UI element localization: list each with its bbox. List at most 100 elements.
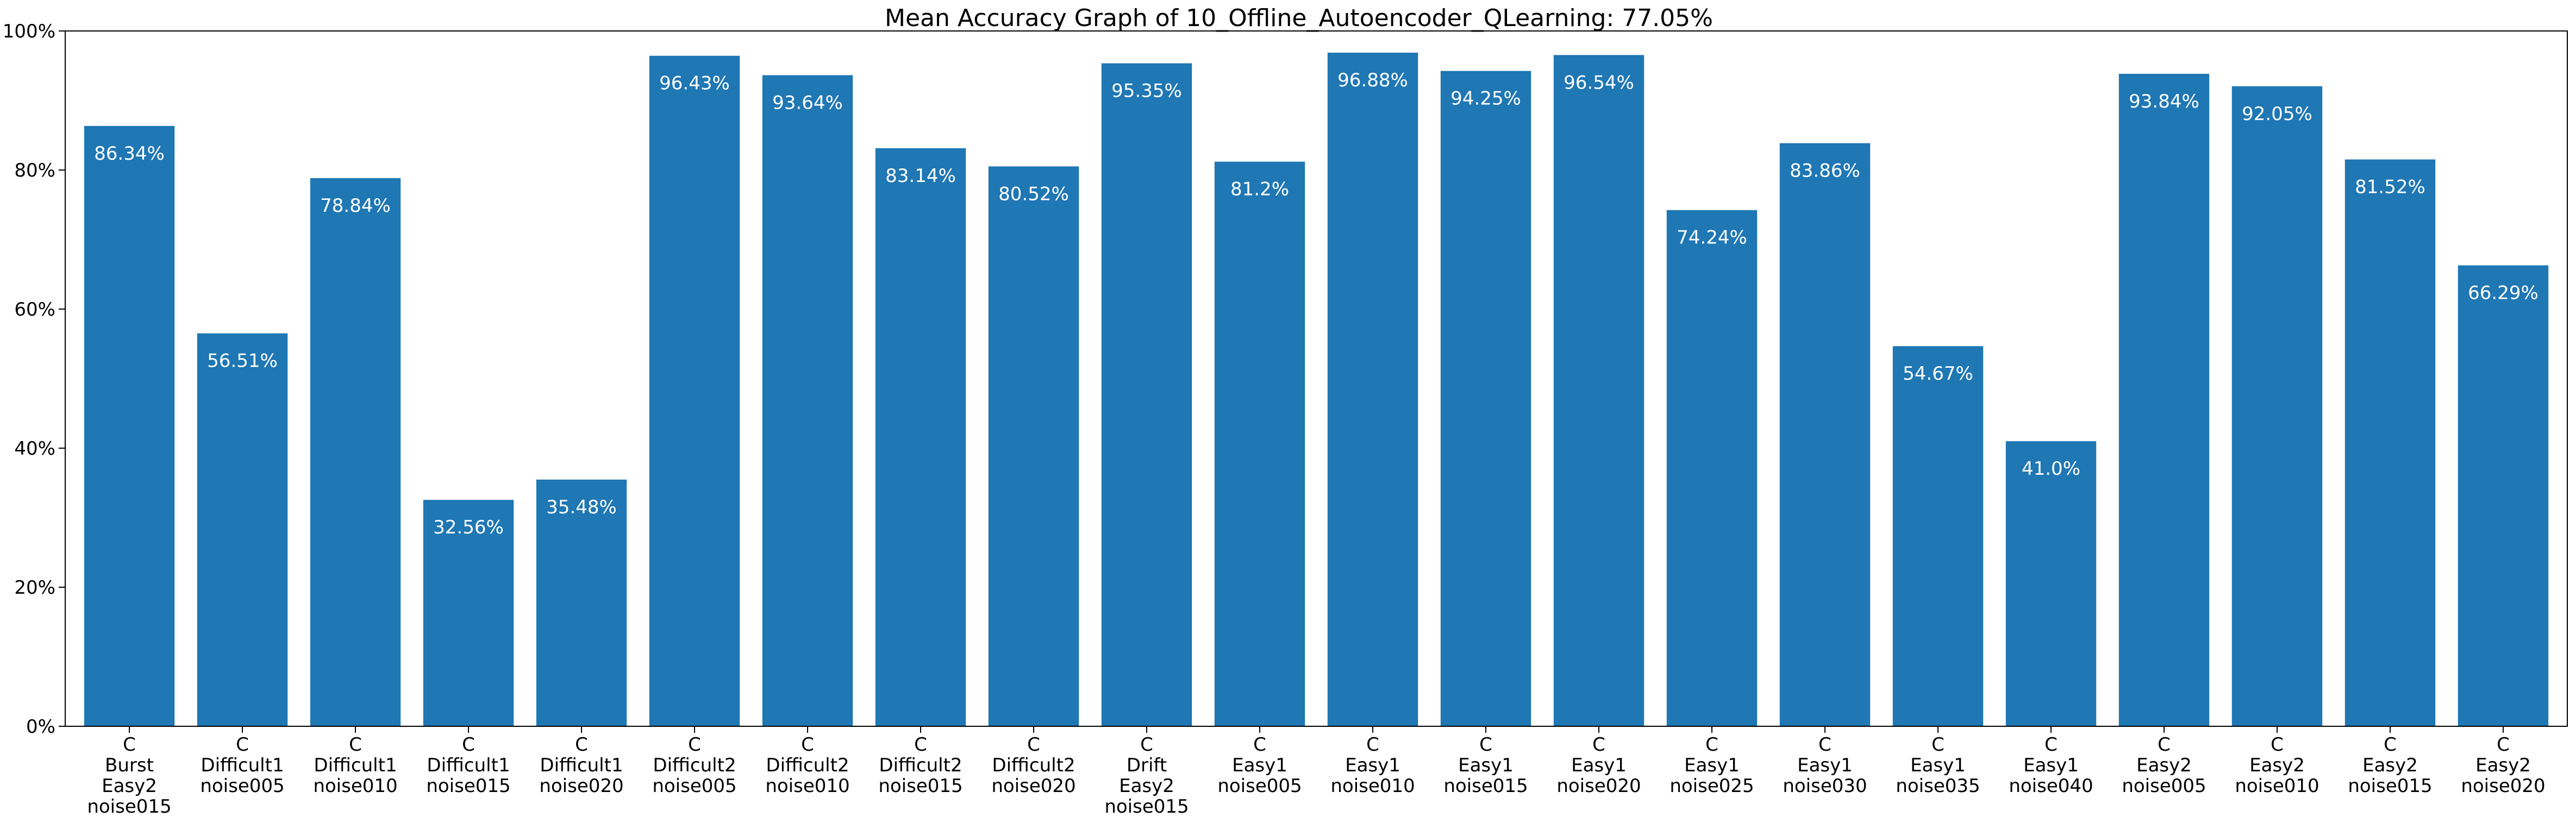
- x-tick-label-line: C: [1592, 734, 1605, 756]
- plot-frame: [65, 30, 2568, 727]
- x-tick-label-line: Easy1: [1571, 755, 1627, 776]
- x-tick-label-line: Difficult1: [540, 755, 623, 776]
- x-tick-label-line: noise020: [1556, 775, 1641, 797]
- value-labels-layer: 86.34% 56.51% 78.84% 32.56% 35.48% 96.43% 93.6…: [94, 70, 2539, 538]
- x-tick-label-line: C: [1479, 734, 1492, 756]
- bar-value-label: 96.88%: [1337, 70, 1408, 91]
- bar: [1440, 71, 1531, 727]
- bar: [310, 178, 401, 727]
- x-tick-label-line: Easy1: [1345, 755, 1400, 776]
- bar-value-label: 83.14%: [885, 165, 956, 187]
- bar: [2344, 159, 2436, 726]
- x-tick-label-line: C: [1931, 734, 1944, 756]
- bar-value-label: 93.84%: [2129, 91, 2199, 112]
- x-tick-label: C Difficult2 noise015: [878, 734, 962, 797]
- x-tick-label-line: noise010: [1330, 775, 1415, 797]
- x-tick-label-line: Easy2: [2136, 755, 2192, 776]
- y-tick-label: 60%: [14, 299, 55, 320]
- bar-value-label: 96.54%: [1564, 72, 1634, 93]
- bar: [649, 55, 740, 727]
- bar-value-label: 78.84%: [320, 195, 391, 217]
- x-tick-label: C Burst Easy2 noise015: [87, 734, 171, 815]
- bar-value-label: 93.64%: [772, 92, 843, 114]
- bar: [536, 479, 627, 726]
- x-tick-label-line: noise015: [2348, 775, 2432, 797]
- bar: [1892, 346, 1984, 726]
- bar-value-label: 96.43%: [659, 73, 730, 95]
- x-tick-label-line: C: [1027, 734, 1040, 756]
- bar-value-label: 74.24%: [1677, 227, 1747, 249]
- x-tick-label-line: Easy2: [2362, 755, 2418, 776]
- bar-value-label: 54.67%: [1903, 363, 1973, 385]
- x-tick-label-line: Easy2: [2475, 755, 2531, 776]
- x-tick-label-line: C: [1818, 734, 1831, 756]
- bar-value-label: 80.52%: [998, 183, 1069, 205]
- x-tick-label-line: Difficult2: [879, 755, 962, 776]
- bar-value-label: 35.48%: [546, 497, 617, 518]
- bar: [84, 125, 175, 727]
- x-tick-label-line: Easy1: [1684, 755, 1740, 776]
- x-tick-label-line: noise040: [2009, 775, 2093, 797]
- x-tick-label: C Easy1 noise005: [1217, 734, 1302, 797]
- x-tick-label-line: Burst: [105, 755, 154, 776]
- x-tick-label-line: Easy2: [102, 775, 157, 797]
- x-tick-label-line: C: [2384, 734, 2397, 756]
- x-tick-label: C Easy2 noise015: [2348, 734, 2432, 797]
- x-tick-label-line: C: [1140, 734, 1153, 756]
- bar: [762, 75, 853, 726]
- bar: [1666, 210, 1758, 727]
- x-tick-label-line: noise020: [539, 775, 623, 797]
- x-tick-label: C Easy1 noise035: [1896, 734, 1980, 797]
- x-tick-label-line: Difficult2: [992, 755, 1075, 776]
- bar: [1214, 161, 1305, 726]
- y-axis: 0% 20% 40% 60% 80% 100%: [3, 21, 65, 738]
- x-tick-label-line: C: [236, 734, 249, 756]
- x-tick-label-line: noise010: [2235, 775, 2319, 797]
- bar-value-label: 66.29%: [2468, 282, 2539, 304]
- bars-layer: [84, 52, 2549, 727]
- x-tick-label-line: C: [349, 734, 362, 756]
- x-tick-label-line: C: [123, 734, 136, 756]
- x-tick-label-line: noise005: [652, 775, 736, 797]
- x-tick-label: C Difficult1 noise020: [539, 734, 623, 797]
- x-tick-label-line: Drift: [1127, 755, 1167, 776]
- x-tick-label-line: noise020: [2461, 775, 2545, 797]
- bar-value-label: 92.05%: [2242, 103, 2312, 125]
- bar-value-label: 95.35%: [1111, 80, 1182, 102]
- x-tick-label-line: noise005: [200, 775, 284, 797]
- x-tick-label-line: Difficult1: [314, 755, 397, 776]
- x-tick-label-line: noise010: [313, 775, 397, 797]
- x-tick-label-line: noise035: [1896, 775, 1980, 797]
- bar: [1327, 52, 1418, 727]
- x-tick-label: C Easy1 noise030: [1783, 734, 1867, 797]
- bar: [875, 148, 966, 726]
- bar-value-label: 41.0%: [2022, 458, 2080, 480]
- x-tick-label: C Easy1 noise010: [1330, 734, 1415, 797]
- bar-value-label: 83.86%: [1790, 160, 1860, 182]
- x-tick-label-line: noise015: [426, 775, 510, 797]
- x-tick-label-line: noise015: [87, 796, 171, 815]
- x-tick-label-line: noise005: [1217, 775, 1302, 797]
- x-tick-label-line: C: [1253, 734, 1266, 756]
- x-tick-label: C Difficult2 noise010: [765, 734, 849, 797]
- x-tick-label-line: Difficult2: [766, 755, 849, 776]
- bar-value-label: 32.56%: [433, 517, 504, 538]
- x-tick-label-line: Easy1: [1458, 755, 1514, 776]
- x-tick-label-line: C: [1366, 734, 1379, 756]
- x-tick-label: C Easy2 noise020: [2461, 734, 2545, 797]
- bar-value-label: 81.52%: [2355, 177, 2425, 198]
- x-tick-label-line: noise015: [1104, 796, 1189, 815]
- x-tick-label-line: C: [2271, 734, 2284, 756]
- y-tick-label: 20%: [14, 577, 55, 599]
- x-tick-label-line: C: [2497, 734, 2510, 756]
- y-tick-label: 80%: [14, 160, 55, 181]
- x-tick-label-line: noise010: [765, 775, 849, 797]
- x-tick-label: C Easy1 noise015: [1443, 734, 1528, 797]
- bar: [1779, 143, 1871, 727]
- bar: [1553, 55, 1645, 726]
- x-tick-label-line: Easy2: [1119, 775, 1174, 797]
- bar: [1101, 63, 1192, 726]
- x-tick-label-line: C: [575, 734, 588, 756]
